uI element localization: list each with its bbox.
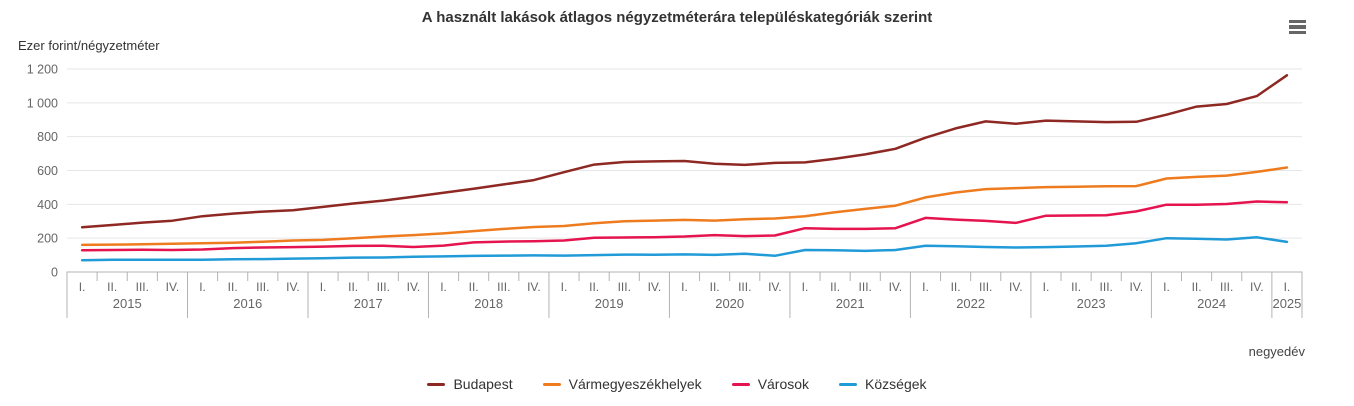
quarter-label: III. <box>979 280 992 294</box>
quarter-label: II. <box>1071 280 1081 294</box>
quarter-label: III. <box>1220 280 1233 294</box>
quarter-label: IV. <box>889 280 903 294</box>
quarter-label: IV. <box>166 280 180 294</box>
quarter-label: II. <box>951 280 961 294</box>
legend-item-városok[interactable]: Városok <box>731 376 810 392</box>
series-line-községek <box>80 236 1289 262</box>
x-axis-title: negyedév <box>1248 344 1305 359</box>
legend-dash-icon <box>542 382 561 386</box>
series-line-budapest <box>80 74 1289 229</box>
quarter-label: IV. <box>286 280 300 294</box>
quarter-label: I. <box>79 280 86 294</box>
quarter-label: IV. <box>1250 280 1264 294</box>
year-label: 2020 <box>715 296 744 311</box>
quarter-label: III. <box>1100 280 1113 294</box>
legend-label: Budapest <box>453 376 513 392</box>
y-tick-label: 1 200 <box>27 63 58 77</box>
quarter-label: III. <box>136 280 149 294</box>
quarter-label: II. <box>589 280 599 294</box>
legend-label: Vármegyeszékhelyek <box>568 376 702 392</box>
y-tick-label: 600 <box>37 164 58 178</box>
y-axis-unit-label: Ezer forint/négyzetméter <box>18 38 160 53</box>
quarter-label: III. <box>256 280 269 294</box>
y-tick-label: 1 000 <box>27 96 58 110</box>
chart-title: A használt lakások átlagos négyzetméterá… <box>421 9 933 26</box>
year-label: 2015 <box>113 296 142 311</box>
year-label: 2019 <box>595 296 624 311</box>
quarter-label: I. <box>561 280 568 294</box>
quarter-label: III. <box>859 280 872 294</box>
quarter-label: II. <box>1192 280 1202 294</box>
export-menu-button[interactable] <box>1289 17 1311 37</box>
year-label: 2022 <box>956 296 985 311</box>
quarter-label: IV. <box>1130 280 1144 294</box>
y-tick-label: 800 <box>37 130 58 144</box>
quarter-label: I. <box>1163 280 1170 294</box>
quarter-label: III. <box>618 280 631 294</box>
legend-item-községek[interactable]: Községek <box>839 376 927 392</box>
quarter-label: I. <box>802 280 809 294</box>
quarter-label: IV. <box>407 280 421 294</box>
year-label: 2024 <box>1197 296 1226 311</box>
legend-item-vármegyeszékhelyek[interactable]: Vármegyeszékhelyek <box>542 376 702 392</box>
quarter-label: II. <box>830 280 840 294</box>
legend-label: Városok <box>757 376 810 392</box>
quarter-label: II. <box>228 280 238 294</box>
series-line-vármegyeszékhelyek <box>80 166 1289 247</box>
quarter-label: III. <box>738 280 751 294</box>
year-label: 2016 <box>233 296 262 311</box>
quarter-label: I. <box>1284 280 1291 294</box>
quarter-label: IV. <box>768 280 782 294</box>
y-tick-label: 400 <box>37 198 58 212</box>
legend-dash-icon <box>427 382 446 386</box>
legend: Budapest Vármegyeszékhelyek Városok Községe… <box>0 376 1354 392</box>
year-label: 2017 <box>354 296 383 311</box>
quarter-label: III. <box>377 280 390 294</box>
quarter-label: I. <box>199 280 206 294</box>
y-tick-label: 200 <box>37 232 58 246</box>
year-label: 2025 <box>1272 296 1301 311</box>
quarter-label: I. <box>1043 280 1050 294</box>
year-label: 2023 <box>1077 296 1106 311</box>
quarter-label: I. <box>320 280 327 294</box>
quarter-label: II. <box>348 280 358 294</box>
quarter-label: IV. <box>648 280 662 294</box>
year-label: 2021 <box>836 296 865 311</box>
legend-label: Községek <box>865 376 927 392</box>
quarter-label: I. <box>922 280 929 294</box>
y-tick-label: 0 <box>51 266 58 280</box>
quarter-label: I. <box>440 280 447 294</box>
hamburger-menu-icon <box>1289 20 1306 24</box>
quarter-label: IV. <box>527 280 541 294</box>
quarter-label: II. <box>107 280 117 294</box>
line-chart: 0 200 400 600 800 1 000 1 200 I. II. III. IV. I. II.… <box>27 63 1303 318</box>
legend-dash-icon <box>839 382 858 386</box>
series-line-városok <box>80 200 1289 252</box>
quarter-label: II. <box>710 280 720 294</box>
quarter-label: III. <box>497 280 510 294</box>
legend-dash-icon <box>731 382 750 386</box>
year-label: 2018 <box>474 296 503 311</box>
quarter-label: II. <box>469 280 479 294</box>
legend-item-budapest[interactable]: Budapest <box>427 376 513 392</box>
quarter-label: I. <box>681 280 688 294</box>
quarter-label: IV. <box>1009 280 1023 294</box>
